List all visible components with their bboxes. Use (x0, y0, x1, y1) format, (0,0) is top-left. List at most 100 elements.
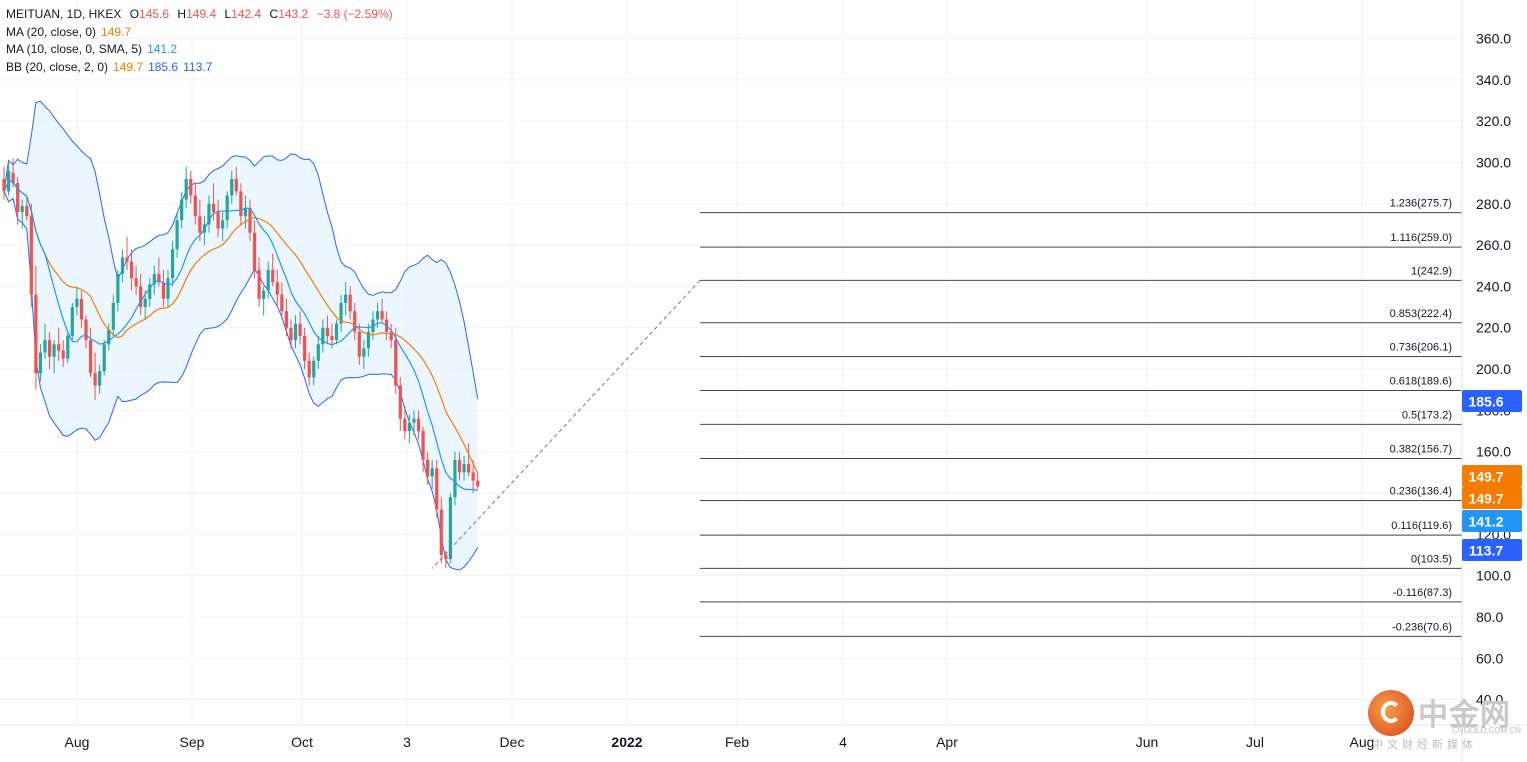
candle-body (280, 294, 284, 312)
x-tick-label: Jun (1136, 734, 1159, 750)
candle-body (88, 340, 93, 374)
legend-bb-row[interactable]: BB (20, close, 2, 0) 149.7 185.6 113.7 (6, 59, 398, 77)
candle-body (61, 350, 65, 359)
fibonacci-retracement[interactable]: 1.236(275.7) 1.116(259.0) 1(242.9) 0.853(22… (431, 198, 1462, 637)
candle-body (471, 472, 475, 481)
candle-body (34, 294, 38, 374)
candle-body (348, 294, 352, 312)
candle-body (307, 360, 311, 378)
logo-tagline: 中文财经新媒体 (1372, 738, 1477, 751)
candle-body (462, 464, 466, 473)
candle-body (139, 286, 143, 308)
fib-level-label: 0.236(136.4) (1390, 485, 1452, 497)
chart-grid (0, 0, 1462, 725)
legend-symbol-row: MEITUAN, 1D, HKEX O145.6 H149.4 L142.4 C… (6, 6, 398, 24)
candle-body (75, 298, 79, 308)
fib-level-label: 0.618(189.6) (1390, 376, 1452, 388)
price-tag (1462, 510, 1522, 532)
candle-body (157, 274, 161, 283)
candle-body (353, 311, 357, 332)
bb-upper-value: 185.6 (148, 59, 179, 74)
ma20-line (3, 180, 479, 474)
candle-body (293, 323, 298, 341)
y-tick-label: 40.0 (1476, 692, 1503, 708)
price-tag (1462, 465, 1522, 487)
candle-body (252, 232, 257, 270)
candle-body (189, 178, 193, 196)
price-axis[interactable]: 360.0 340.0 320.0 300.0 280.0 260.0 240.0 220.0… (1461, 0, 1511, 762)
x-tick-label: 2022 (611, 734, 642, 750)
candle-body (125, 257, 129, 262)
fib-level-label: -0.116(87.3) (1393, 587, 1452, 599)
candle-body (29, 216, 33, 295)
change-value: −3.8 (−2.59%) (316, 7, 393, 21)
legend-ma20-row[interactable]: MA (20, close, 0) 149.7 (6, 24, 398, 42)
y-tick-label: 340.0 (1476, 72, 1511, 88)
legend-ma10-row[interactable]: MA (10, close, 0, SMA, 5) 141.2 (6, 41, 398, 59)
candle-body (457, 459, 462, 473)
ma10-line (3, 180, 478, 492)
candle-body (207, 203, 211, 225)
candle-body (467, 464, 471, 473)
candle-body (394, 340, 398, 386)
candle-body (344, 294, 348, 303)
candle-body (334, 323, 339, 341)
fib-level-label: 0.116(119.6) (1391, 520, 1452, 532)
fib-level-label: 1(242.9) (1411, 265, 1452, 277)
candle-body (216, 212, 220, 229)
logo-icon (1368, 690, 1414, 736)
logo-name: 中金网 (1418, 698, 1511, 733)
price-tag-bb-basis (1462, 487, 1522, 509)
time-axis[interactable]: Aug Sep Oct 3 Dec 2022 Feb 4 Apr Jun Jul Aug (0, 724, 1527, 750)
fib-trend-line (431, 280, 701, 569)
candle-body (398, 385, 402, 419)
candle-body (321, 327, 325, 345)
bb-basis-value: 149.7 (113, 59, 144, 74)
y-tick-label: 280.0 (1476, 196, 1511, 212)
candle-body (430, 468, 434, 477)
candle-body (79, 298, 84, 320)
candle-body (107, 329, 111, 345)
candle-body (43, 340, 47, 353)
fib-level-label: 0.5(173.2) (1402, 409, 1452, 421)
high-value: 149.4 (186, 7, 217, 21)
price-tag-label: 149.7 (1468, 469, 1503, 485)
candle-body (84, 319, 88, 341)
candle-body (325, 327, 330, 337)
price-tag-label: 141.2 (1468, 514, 1503, 530)
bb-lower-value: 113.7 (183, 59, 213, 74)
candle-body (70, 307, 74, 337)
candle-body (257, 269, 261, 299)
y-tick-label: 160.0 (1476, 444, 1511, 460)
candle-body (266, 269, 270, 291)
candle-body (116, 274, 120, 303)
candle-body (243, 207, 248, 217)
ma20-value: 149.7 (101, 24, 132, 39)
candle-body (412, 418, 416, 423)
candle-body (11, 172, 15, 184)
price-tag-bb-basis-label: 149.7 (1468, 491, 1503, 507)
legend-symbol[interactable]: MEITUAN, 1D, HKEX (6, 7, 122, 21)
candle-body (47, 340, 52, 357)
candle-body (316, 344, 320, 361)
candle-body (225, 195, 229, 221)
y-tick-label: 100.0 (1476, 568, 1511, 584)
x-tick-label: Aug (1350, 734, 1375, 750)
close-label: C (269, 7, 279, 21)
ma10-label: MA (10, close, 0, SMA, 5) (6, 42, 143, 56)
price-tag (1462, 539, 1522, 561)
y-tick-label: 60.0 (1476, 650, 1503, 666)
candle-body (175, 220, 179, 250)
x-tick-label: 4 (839, 734, 847, 750)
candle-body (407, 422, 411, 432)
watermark-logo: 中金网 CNGOLD.COM.CN 中文财经新媒体 (1368, 690, 1521, 756)
x-tick-label: Feb (725, 734, 749, 750)
fib-level-label: -0.236(70.6) (1392, 621, 1452, 633)
candle-body (170, 249, 175, 279)
candle-body (57, 344, 61, 351)
high-label: H (177, 7, 187, 21)
candle-body (93, 373, 97, 386)
candle-body (375, 311, 380, 320)
candle-body (52, 344, 56, 357)
